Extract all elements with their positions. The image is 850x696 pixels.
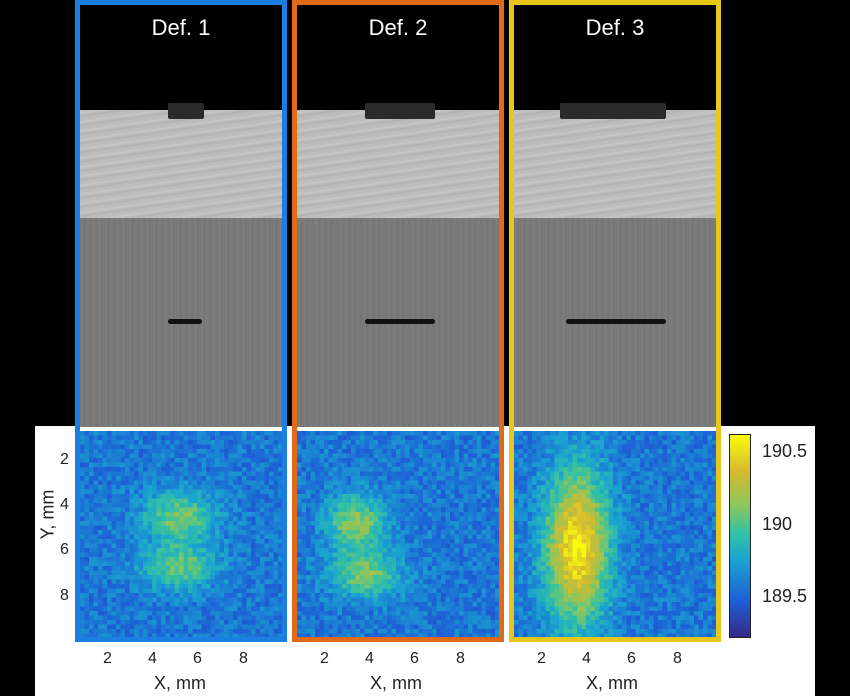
x-tick-4: 4 <box>365 650 374 667</box>
defect-3-xray-image <box>514 5 716 427</box>
defect-3-panel: Def. 3 <box>509 0 721 642</box>
defect-2-title: Def. 2 <box>368 15 428 40</box>
x-axis-label-1: X, mm <box>154 673 206 693</box>
defect-3-notch <box>560 103 666 119</box>
defect-2-notch <box>365 103 435 119</box>
defect-1-notch <box>168 103 204 119</box>
colorbar-tick-mid: 190 <box>762 514 793 534</box>
x-axis-label-2: X, mm <box>370 673 422 693</box>
x-tick-8: 8 <box>673 650 682 667</box>
x-tick-2: 2 <box>320 650 329 667</box>
x-tick-2: 2 <box>537 650 546 667</box>
x-tick-6: 6 <box>627 650 636 667</box>
y-tick-6: 6 <box>60 541 69 558</box>
x-tick-4: 4 <box>148 650 157 667</box>
defect-1-title: Def. 1 <box>151 15 211 40</box>
y-tick-4: 4 <box>60 496 69 513</box>
defect-2-crack <box>365 319 435 324</box>
defect-2-xray-image <box>297 5 499 427</box>
x-axis-label-3: X, mm <box>586 673 638 693</box>
y-axis-label: Y, mm <box>37 489 58 540</box>
colorbar <box>729 434 751 638</box>
x-tick-2: 2 <box>103 650 112 667</box>
y-tick-2: 2 <box>60 451 69 468</box>
y-tick-8: 8 <box>60 587 69 604</box>
colorbar-tick-low: 189.5 <box>762 586 808 606</box>
defect-2-thermal-map <box>297 431 499 637</box>
defect-3-title: Def. 3 <box>585 15 645 40</box>
x-tick-8: 8 <box>456 650 465 667</box>
defect-1-crack <box>168 319 202 324</box>
defect-3-thermal-map <box>514 431 716 637</box>
defect-1-thermal-map <box>80 431 282 637</box>
x-tick-6: 6 <box>410 650 419 667</box>
defect-2-panel: Def. 2 <box>292 0 504 642</box>
x-tick-4: 4 <box>582 650 591 667</box>
defect-1-xray-image <box>80 5 282 427</box>
defect-1-panel: Def. 1 <box>75 0 287 642</box>
x-tick-6: 6 <box>193 650 202 667</box>
colorbar-tick-high: 190.5 <box>762 441 808 461</box>
x-tick-8: 8 <box>239 650 248 667</box>
defect-3-crack <box>566 319 666 324</box>
